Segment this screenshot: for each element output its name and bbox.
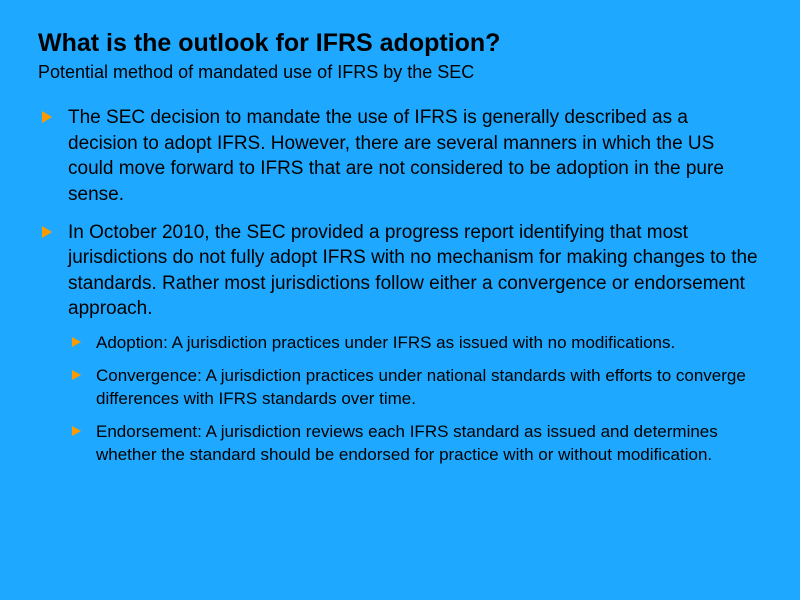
slide-title: What is the outlook for IFRS adoption? xyxy=(38,28,762,58)
list-item: In October 2010, the SEC provided a prog… xyxy=(38,220,762,467)
sub-list-item-text: Convergence: A jurisdiction practices un… xyxy=(96,366,746,408)
sub-list-item: Convergence: A jurisdiction practices un… xyxy=(68,365,762,411)
list-item: The SEC decision to mandate the use of I… xyxy=(38,105,762,208)
triangle-bullet-icon xyxy=(72,337,81,347)
sub-list-item: Endorsement: A jurisdiction reviews each… xyxy=(68,421,762,467)
triangle-bullet-icon xyxy=(72,426,81,436)
sub-list-item-text: Endorsement: A jurisdiction reviews each… xyxy=(96,422,718,464)
sub-bullet-list: Adoption: A jurisdiction practices under… xyxy=(68,332,762,467)
triangle-bullet-icon xyxy=(72,370,81,380)
slide-subtitle: Potential method of mandated use of IFRS… xyxy=(38,62,762,83)
bullet-list: The SEC decision to mandate the use of I… xyxy=(38,105,762,467)
list-item-text: The SEC decision to mandate the use of I… xyxy=(68,107,724,205)
sub-list-item-text: Adoption: A jurisdiction practices under… xyxy=(96,333,675,352)
sub-list-item: Adoption: A jurisdiction practices under… xyxy=(68,332,762,355)
triangle-bullet-icon xyxy=(42,111,52,123)
triangle-bullet-icon xyxy=(42,226,52,238)
list-item-text: In October 2010, the SEC provided a prog… xyxy=(68,222,758,320)
